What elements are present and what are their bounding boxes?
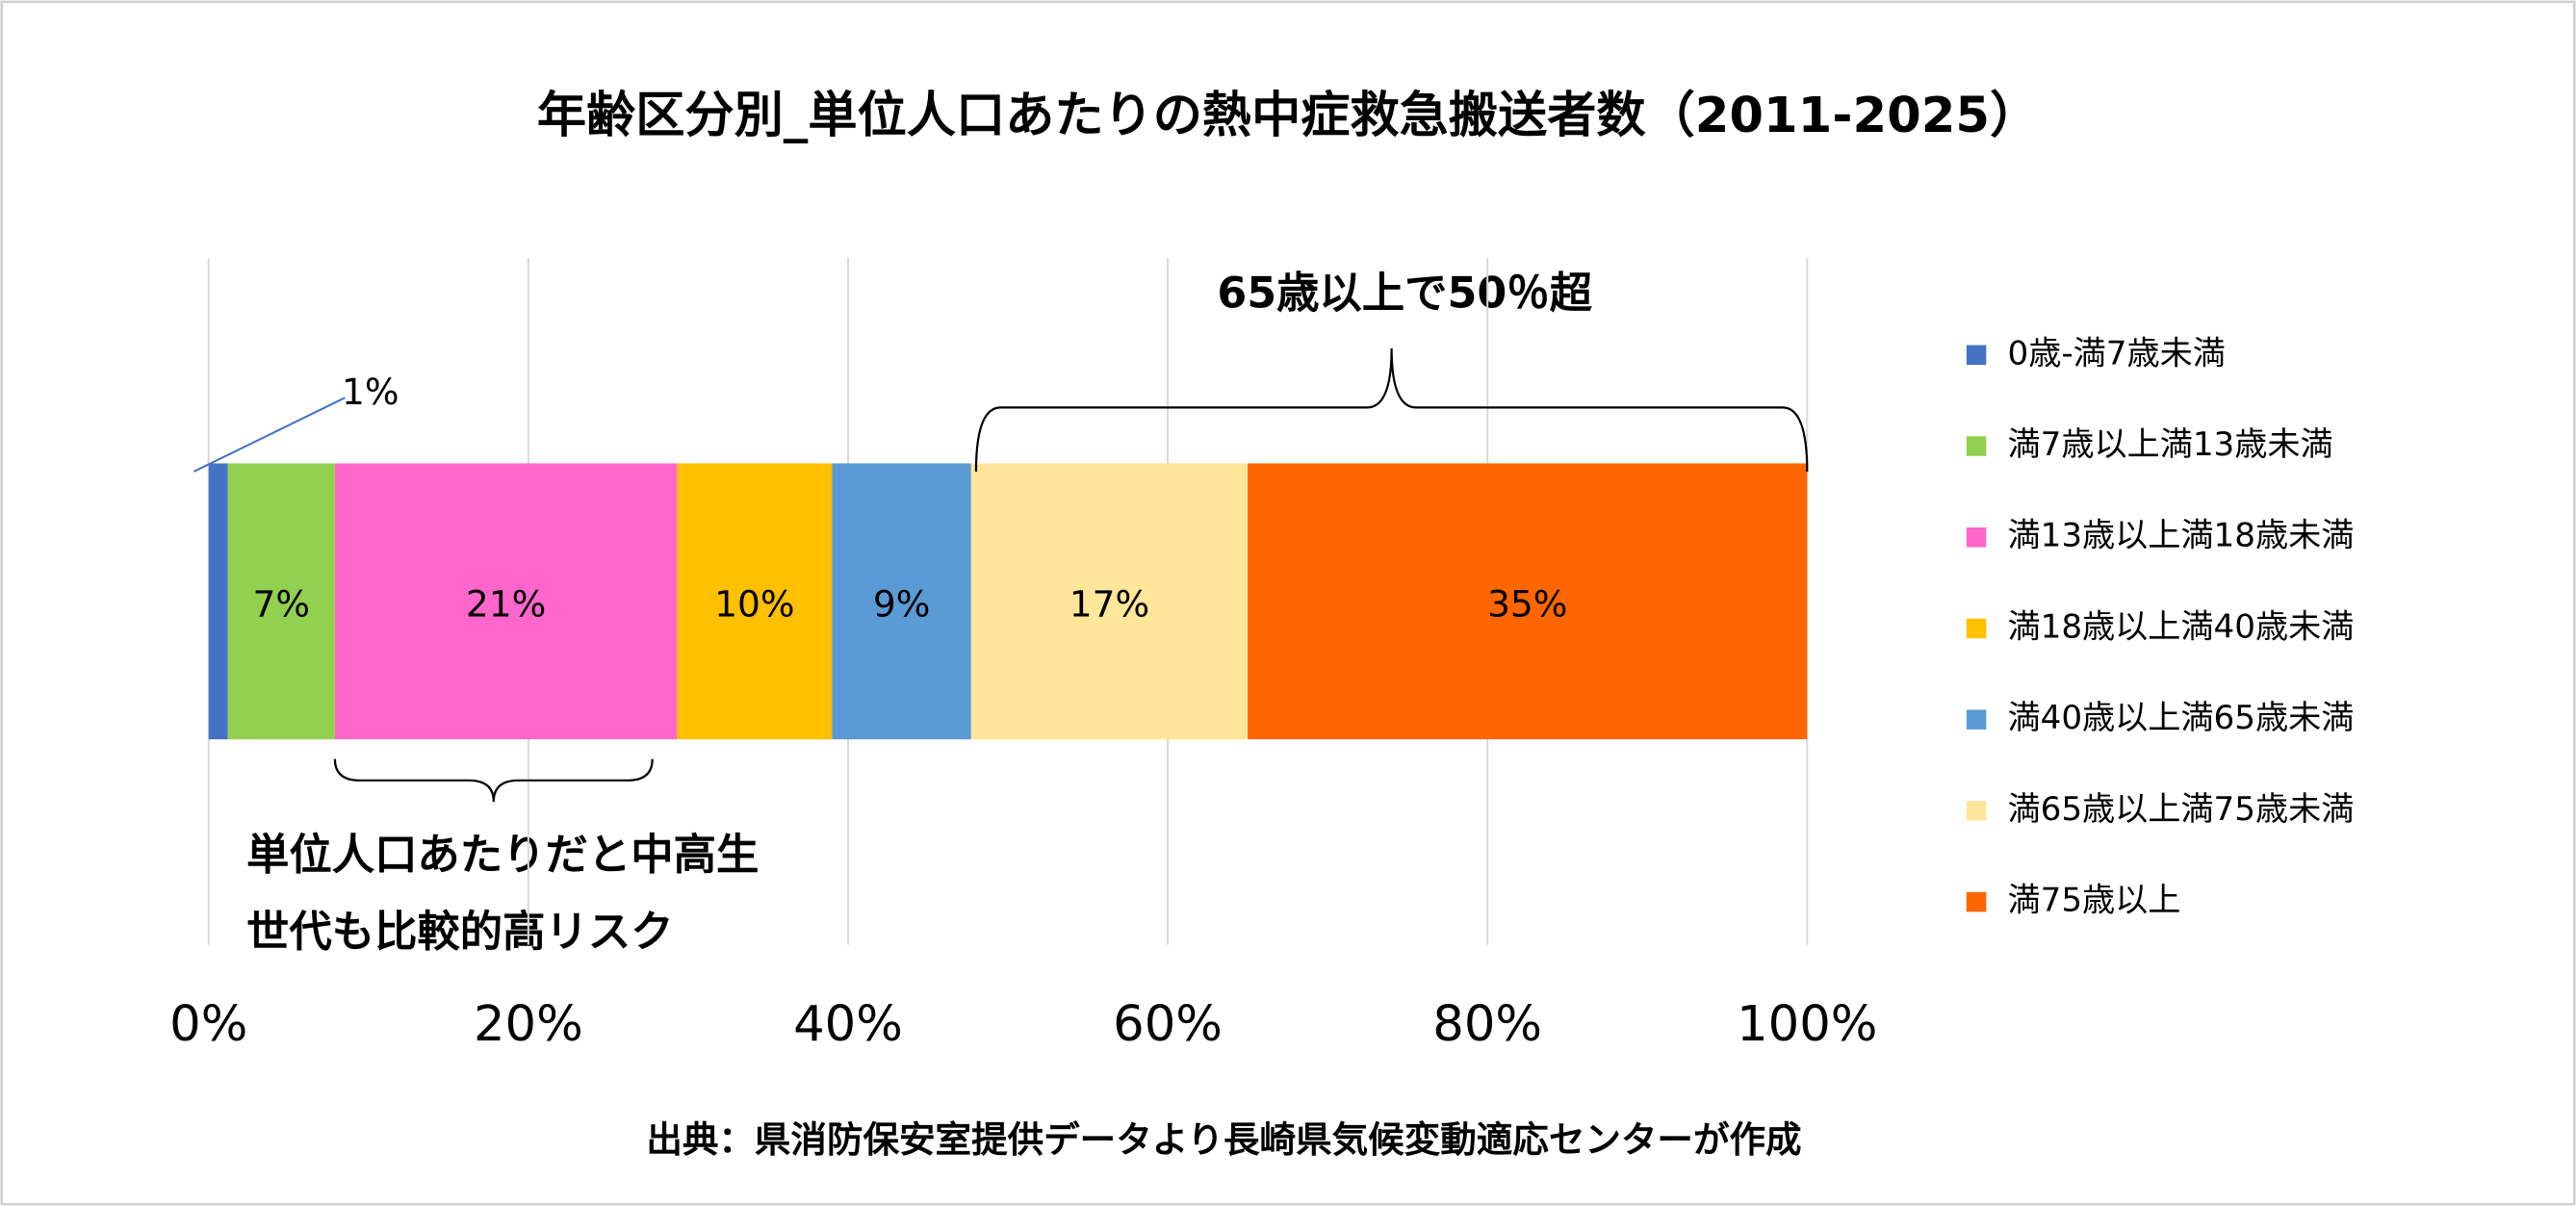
legend-swatch [1966, 436, 1987, 456]
legend-swatch [1966, 618, 1987, 639]
annotation: 単位人口あたりだと中高生 [246, 831, 759, 880]
bar-segment [208, 463, 228, 740]
x-tick-label: 20% [474, 995, 583, 1053]
x-tick-label: 0% [169, 995, 247, 1053]
legend-swatch [1966, 891, 1987, 912]
bar-segment [1248, 463, 1808, 740]
brace [333, 758, 654, 803]
legend-label: 満65歳以上満75歳未満 [2008, 790, 2355, 829]
legend-label: 満40歳以上満65歳未満 [2008, 699, 2355, 737]
data-label: 10% [714, 582, 794, 625]
legend-swatch [1966, 345, 1987, 366]
legend-swatch [1966, 526, 1987, 548]
source-note: 出典：県消防保安室提供データより長崎県気候変動適応センターが作成 [646, 1118, 1801, 1161]
bar-segment [970, 463, 1249, 740]
bar-segment [227, 463, 335, 740]
legend-swatch [1966, 801, 1987, 821]
data-label: 1% [342, 371, 399, 413]
legend-label: 満13歳以上満18歳未満 [2008, 517, 2355, 555]
legend-label: 満18歳以上満40歳未満 [2008, 607, 2355, 646]
x-tick-label: 80% [1432, 995, 1542, 1053]
data-label: 21% [466, 582, 546, 625]
legend-label: 満7歳以上満13歳未満 [2008, 425, 2333, 464]
legend-label: 0歳-満7歳未満 [2008, 334, 2226, 372]
data-label: 35% [1487, 582, 1567, 625]
legend-swatch [1966, 709, 1987, 730]
data-label: 7% [253, 582, 311, 625]
leader-line [193, 397, 346, 473]
x-tick-label: 100% [1737, 995, 1877, 1053]
annotation: 世代も比較的高リスク [246, 908, 674, 957]
data-label: 17% [1069, 582, 1149, 625]
x-tick-label: 40% [793, 995, 903, 1053]
bar-segment [334, 463, 678, 740]
bar-segment [832, 463, 971, 740]
x-tick-label: 60% [1113, 995, 1223, 1053]
bar-segment [677, 463, 833, 740]
legend-label: 満75歳以上 [2008, 882, 2181, 920]
chart-title: 年齢区分別_単位人口あたりの熱中症救急搬送者数（2011-2025） [537, 87, 2039, 144]
data-label: 9% [873, 582, 931, 625]
annotation: 65歳以上で50％超 [1217, 269, 1592, 318]
